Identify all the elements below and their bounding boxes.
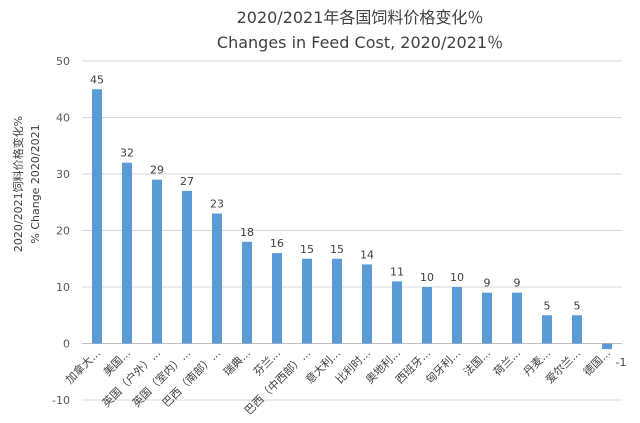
data-label: 32: [120, 147, 134, 160]
data-label: -1: [616, 356, 627, 369]
y-tick-label: 50: [56, 55, 70, 68]
data-label: 45: [90, 73, 104, 86]
bar: [512, 292, 522, 344]
bar: [602, 343, 612, 350]
y-axis-title-zh: 2020/2021饲料价格变化%: [11, 116, 25, 252]
data-label: 10: [450, 271, 464, 284]
data-label: 5: [574, 299, 581, 312]
bar: [422, 287, 432, 344]
gridlines: [82, 60, 622, 401]
data-label: 23: [210, 198, 224, 211]
bar: [362, 264, 372, 344]
bar: [332, 258, 342, 344]
data-label: 5: [544, 299, 551, 312]
data-label: 9: [484, 277, 491, 290]
data-label: 11: [390, 265, 404, 278]
data-label: 27: [180, 175, 194, 188]
bar: [572, 315, 582, 344]
bar: [452, 287, 462, 344]
y-axis-ticks: -10 0 10 20 30 40 50: [52, 55, 70, 407]
data-label: 16: [270, 237, 284, 250]
data-label: 9: [514, 277, 521, 290]
y-tick-label: 30: [56, 168, 70, 181]
chart-title-en: Changes in Feed Cost, 2020/2021％: [217, 33, 503, 52]
y-tick-label: 40: [56, 112, 70, 125]
bar: [92, 89, 102, 344]
bar: [302, 258, 312, 344]
chart-title-zh: 2020/2021年各国饲料价格变化％: [237, 8, 484, 27]
y-tick-label: 10: [56, 281, 70, 294]
bar: [122, 162, 132, 344]
bar: [482, 292, 492, 344]
bar: [392, 281, 402, 344]
data-label: 15: [330, 243, 344, 256]
bar: [542, 315, 552, 344]
bar: [212, 213, 222, 344]
data-label: 14: [360, 248, 374, 261]
data-label: 29: [150, 164, 164, 177]
data-label: 10: [420, 271, 434, 284]
y-tick-label: -10: [52, 394, 70, 407]
data-label: 18: [240, 226, 254, 239]
y-tick-label: 0: [63, 338, 70, 351]
bar: [152, 179, 162, 344]
bar: [182, 190, 192, 344]
bar: [242, 241, 252, 344]
bars: [92, 89, 612, 350]
data-labels: 45 32 29 27 23 18 16 15 15 14 11 10 10 9 9 5 5 -1: [90, 73, 626, 369]
y-tick-label: 20: [56, 225, 70, 238]
y-axis-title-en: % Change 2020/2021: [29, 124, 42, 243]
bar: [272, 253, 282, 344]
data-label: 15: [300, 243, 314, 256]
